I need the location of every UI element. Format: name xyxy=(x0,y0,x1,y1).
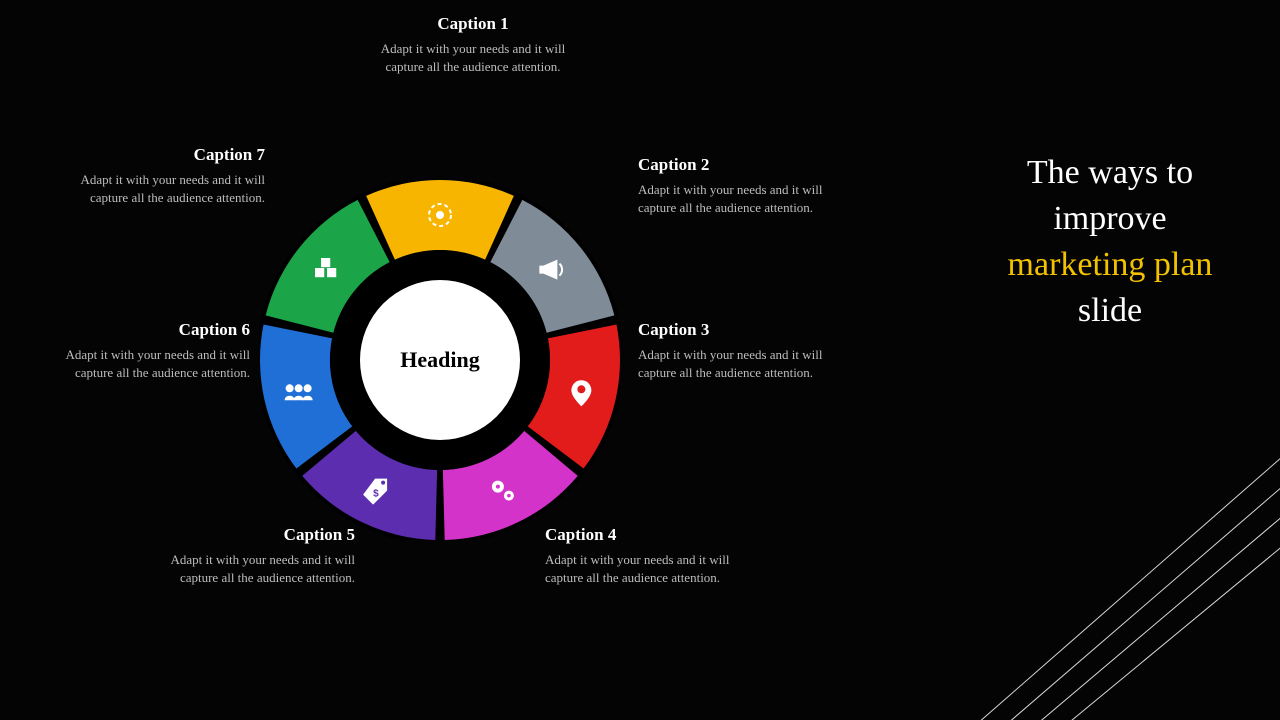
caption-1-body: Adapt it with your needs and it will cap… xyxy=(368,40,578,75)
caption-6-body: Adapt it with your needs and it will cap… xyxy=(40,346,250,381)
center-heading: Heading xyxy=(400,347,479,373)
svg-text:$: $ xyxy=(373,489,379,500)
caption-7-title: Caption 7 xyxy=(55,145,265,165)
caption-5-title: Caption 5 xyxy=(145,525,355,545)
caption-3-title: Caption 3 xyxy=(638,320,848,340)
slide-title: The ways to improve marketing plan slide xyxy=(980,150,1240,334)
caption-1-title: Caption 1 xyxy=(368,14,578,34)
title-accent: marketing plan xyxy=(1008,246,1213,283)
caption-7: Caption 7 Adapt it with your needs and it… xyxy=(55,145,265,206)
caption-5: Caption 5 Adapt it with your needs and it… xyxy=(145,525,355,586)
caption-7-body: Adapt it with your needs and it will cap… xyxy=(55,171,265,206)
ring-chart: $ Heading xyxy=(260,180,620,540)
caption-6: Caption 6 Adapt it with your needs and it… xyxy=(40,320,250,381)
title-line2: improve xyxy=(1053,200,1166,237)
caption-5-body: Adapt it with your needs and it will cap… xyxy=(145,551,355,586)
caption-3-body: Adapt it with your needs and it will cap… xyxy=(638,346,848,381)
caption-4-body: Adapt it with your needs and it will cap… xyxy=(545,551,755,586)
title-line4: slide xyxy=(1078,292,1142,329)
caption-3: Caption 3 Adapt it with your needs and it… xyxy=(638,320,848,381)
caption-2-body: Adapt it with your needs and it will cap… xyxy=(638,181,848,216)
caption-6-title: Caption 6 xyxy=(40,320,250,340)
title-line1: The ways to xyxy=(1027,154,1193,191)
decorative-rays xyxy=(890,430,1280,720)
caption-4-title: Caption 4 xyxy=(545,525,755,545)
slide: $ Heading Caption 1 Adapt it with your ne… xyxy=(0,0,1280,720)
caption-1: Caption 1 Adapt it with your needs and it… xyxy=(368,14,578,75)
caption-2-title: Caption 2 xyxy=(638,155,848,175)
caption-4: Caption 4 Adapt it with your needs and it… xyxy=(545,525,755,586)
caption-2: Caption 2 Adapt it with your needs and it… xyxy=(638,155,848,216)
